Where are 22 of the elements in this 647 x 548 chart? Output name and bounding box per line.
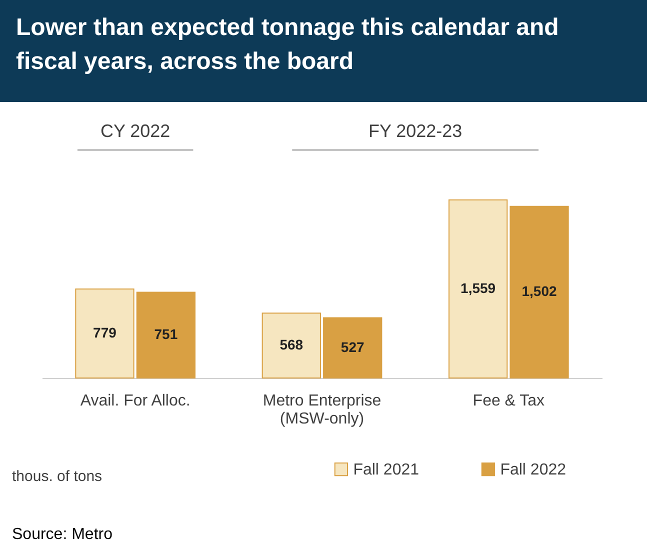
data-label: 568 bbox=[280, 336, 304, 353]
text: CY 2022 bbox=[100, 121, 170, 141]
bar bbox=[323, 317, 382, 378]
text: FY 2022-23 bbox=[368, 121, 462, 141]
bar bbox=[75, 288, 134, 378]
data-label: 527 bbox=[340, 338, 364, 355]
text: thous. of tons bbox=[12, 468, 102, 485]
bar bbox=[510, 206, 569, 378]
bar bbox=[262, 312, 321, 378]
data-label: 1,559 bbox=[460, 280, 496, 296]
bar bbox=[136, 292, 196, 378]
data-label: 1,502 bbox=[522, 283, 557, 300]
data-label: 779 bbox=[93, 324, 117, 340]
x-tick-label: Avail. For Alloc. bbox=[80, 392, 190, 410]
data-label: 751 bbox=[154, 326, 178, 342]
bar bbox=[448, 199, 508, 378]
x-tick-label: Fee & Tax bbox=[472, 392, 545, 410]
legend-label: Fall 2021 bbox=[353, 461, 420, 478]
chart-title: Lower than expected tonnage this calendar and fiscal years, across the board bbox=[16, 14, 559, 75]
source-note: Source: Metro bbox=[12, 526, 113, 543]
x-tick-label: Metro Enterprise (MSW-only) bbox=[262, 392, 382, 428]
legend-label: Fall 2022 bbox=[500, 461, 566, 478]
